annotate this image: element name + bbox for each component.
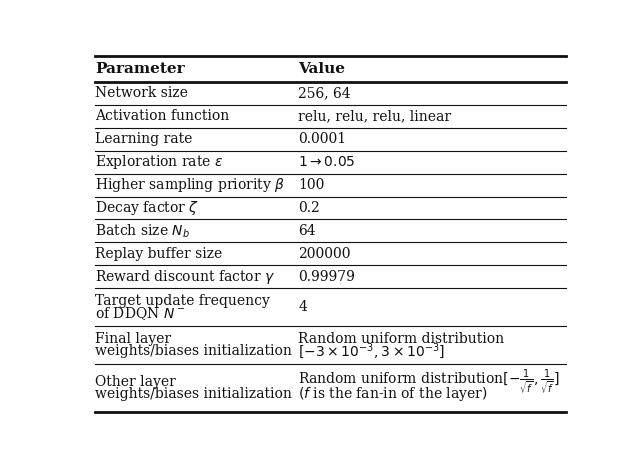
Text: Target update frequency: Target update frequency bbox=[95, 294, 269, 308]
Text: Replay buffer size: Replay buffer size bbox=[95, 247, 222, 261]
Text: 0.0001: 0.0001 bbox=[298, 132, 346, 146]
Text: Parameter: Parameter bbox=[95, 62, 184, 76]
Text: Activation function: Activation function bbox=[95, 109, 229, 123]
Text: $(f$ is the fan-in of the layer$)$: $(f$ is the fan-in of the layer$)$ bbox=[298, 385, 488, 403]
Text: relu, relu, relu, linear: relu, relu, relu, linear bbox=[298, 109, 451, 123]
Text: 100: 100 bbox=[298, 178, 324, 192]
Text: 64: 64 bbox=[298, 224, 316, 238]
Text: Network size: Network size bbox=[95, 87, 188, 100]
Text: Final layer: Final layer bbox=[95, 332, 171, 345]
Text: Higher sampling priority $\beta$: Higher sampling priority $\beta$ bbox=[95, 176, 285, 194]
Text: 0.99979: 0.99979 bbox=[298, 270, 355, 284]
Text: Decay factor $\zeta$: Decay factor $\zeta$ bbox=[95, 199, 199, 217]
Text: Batch size $N_b$: Batch size $N_b$ bbox=[95, 222, 189, 240]
Text: 256, 64: 256, 64 bbox=[298, 87, 351, 100]
Text: weights/biases initialization: weights/biases initialization bbox=[95, 344, 292, 358]
Text: Other layer: Other layer bbox=[95, 375, 176, 388]
Text: weights/biases initialization: weights/biases initialization bbox=[95, 388, 292, 401]
Text: Random uniform distribution: Random uniform distribution bbox=[298, 332, 504, 345]
Text: 200000: 200000 bbox=[298, 247, 351, 261]
Text: of DDQN $N^-$: of DDQN $N^-$ bbox=[95, 305, 186, 322]
Text: Random uniform distribution$[-\frac{1}{\sqrt{f}}, \frac{1}{\sqrt{f}}]$: Random uniform distribution$[-\frac{1}{\… bbox=[298, 367, 560, 396]
Text: Exploration rate $\epsilon$: Exploration rate $\epsilon$ bbox=[95, 153, 223, 171]
Text: Value: Value bbox=[298, 62, 345, 76]
Text: $1 \rightarrow 0.05$: $1 \rightarrow 0.05$ bbox=[298, 155, 356, 169]
Text: Reward discount factor $\gamma$: Reward discount factor $\gamma$ bbox=[95, 268, 275, 286]
Text: 4: 4 bbox=[298, 300, 307, 314]
Text: Learning rate: Learning rate bbox=[95, 132, 192, 146]
Text: $[-3 \times 10^{-3}, 3 \times 10^{-3}]$: $[-3 \times 10^{-3}, 3 \times 10^{-3}]$ bbox=[298, 342, 445, 361]
Text: 0.2: 0.2 bbox=[298, 201, 320, 215]
